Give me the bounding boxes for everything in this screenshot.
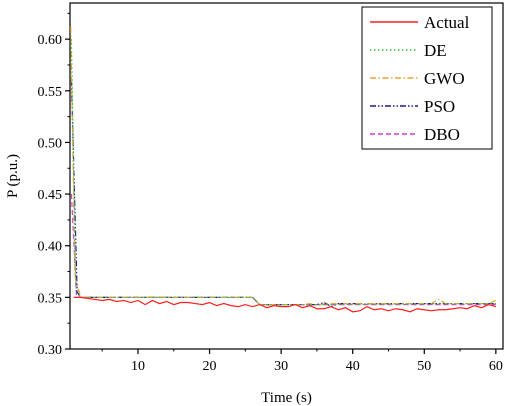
y-tick-label: 0.60 [38, 33, 63, 48]
legend-label-dbo: DBO [424, 125, 460, 144]
y-tick-label: 0.40 [38, 240, 63, 255]
x-axis-title: Time (s) [261, 390, 312, 406]
axes-layer: 0.30 0.35 0.40 0.45 0.50 0.55 0.60 10 20 30 40 50 60 [38, 12, 503, 374]
x-tick-label: 40 [346, 359, 360, 374]
x-tick-label: 10 [131, 359, 145, 374]
legend: Actual DE GWO PSO DBO [361, 6, 493, 150]
x-tick-label: 30 [274, 359, 288, 374]
y-tick-label: 0.35 [38, 291, 63, 306]
x-tick-label: 50 [417, 359, 431, 374]
series-line-de [70, 39, 496, 306]
y-axis-title: P (p.u.) [5, 154, 21, 198]
series-layer [70, 26, 497, 313]
x-tick-label: 60 [489, 359, 503, 374]
y-tick-label: 0.45 [38, 188, 63, 203]
legend-label-de: DE [424, 41, 447, 60]
legend-label-gwo: GWO [424, 69, 465, 88]
y-tick-label: 0.30 [38, 343, 63, 358]
series-line-actual [73, 296, 497, 313]
y-tick-label: 0.55 [38, 85, 63, 100]
plot-area [69, 2, 504, 350]
y-tick-label: 0.50 [38, 136, 63, 151]
plot-frame [69, 2, 504, 350]
series-line-dbo [70, 194, 496, 306]
x-tick-label: 20 [203, 359, 217, 374]
legend-label-actual: Actual [424, 13, 470, 32]
legend-label-pso: PSO [424, 97, 455, 116]
